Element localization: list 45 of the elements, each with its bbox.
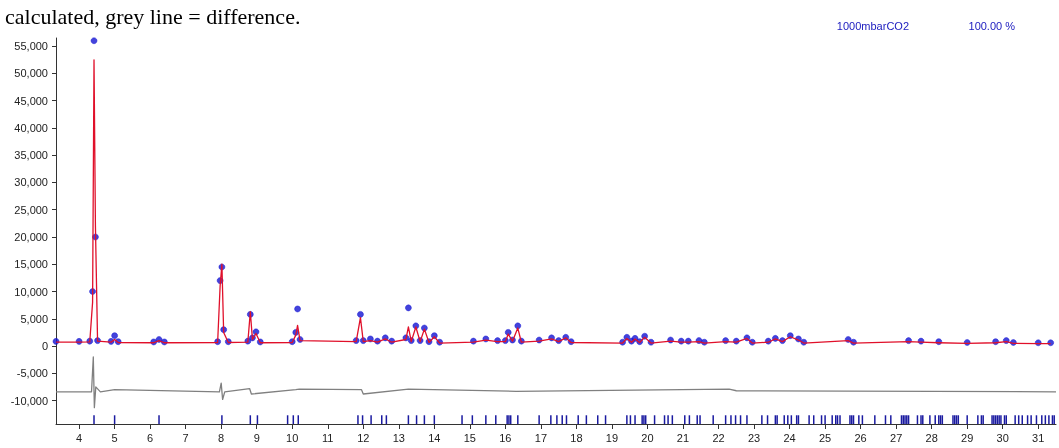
x-tick-label: 25 — [818, 431, 832, 444]
x-tick-label: 19 — [605, 431, 619, 444]
x-tick-label: 21 — [676, 431, 690, 444]
x-tick-label: 7 — [182, 431, 189, 444]
y-tick-label: -5,000 — [16, 367, 48, 380]
x-tick-label: 17 — [534, 431, 548, 444]
y-tick-label: 35,000 — [14, 149, 48, 162]
x-tick-label: 27 — [890, 431, 903, 444]
y-tick-label: 5,000 — [20, 312, 48, 325]
x-tick-label: 6 — [147, 431, 154, 444]
y-tick-label: 0 — [41, 340, 48, 353]
x-tick-label: 30 — [996, 431, 1009, 444]
x-tick-label: 18 — [570, 431, 583, 444]
x-tick-label: 5 — [111, 431, 118, 444]
text: 100.00 % — [968, 19, 1016, 32]
y-tick-label: 20,000 — [14, 231, 48, 243]
x-tick-label: 31 — [1032, 431, 1045, 444]
x-tick-label: 11 — [322, 431, 334, 444]
x-tick-label: 23 — [747, 431, 761, 444]
y-tick-label: 40,000 — [14, 121, 48, 134]
x-tick-label: 10 — [286, 431, 299, 444]
x-tick-label: 22 — [712, 431, 725, 444]
y-tick-label: 15,000 — [14, 258, 48, 271]
y-tick-label: 55,000 — [14, 40, 48, 53]
text: 1000mbarCO2 — [836, 19, 910, 32]
x-tick-label: 13 — [392, 431, 405, 444]
y-tick-label: 30,000 — [14, 176, 48, 189]
chart-title: calculated, grey line = difference. — [5, 3, 301, 29]
x-tick-label: 24 — [783, 431, 796, 444]
y-tick-label: 45,000 — [14, 94, 48, 107]
x-tick-label: 15 — [463, 431, 476, 444]
x-tick-label: 12 — [357, 431, 370, 444]
x-tick-label: 9 — [253, 431, 260, 444]
x-tick-label: 4 — [76, 431, 83, 444]
y-tick-label: 50,000 — [14, 67, 48, 80]
x-tick-label: 8 — [218, 431, 225, 444]
y-tick-label: 10,000 — [14, 285, 48, 298]
y-tick-label: -10,000 — [10, 394, 48, 407]
x-tick-label: 20 — [641, 431, 654, 444]
x-tick-label: 26 — [854, 431, 867, 444]
x-tick-label: 14 — [428, 431, 441, 444]
x-tick-label: 29 — [961, 431, 974, 444]
x-tick-label: 28 — [925, 431, 938, 444]
y-tick-label: 25,000 — [14, 203, 48, 216]
x-tick-label: 16 — [499, 431, 512, 444]
